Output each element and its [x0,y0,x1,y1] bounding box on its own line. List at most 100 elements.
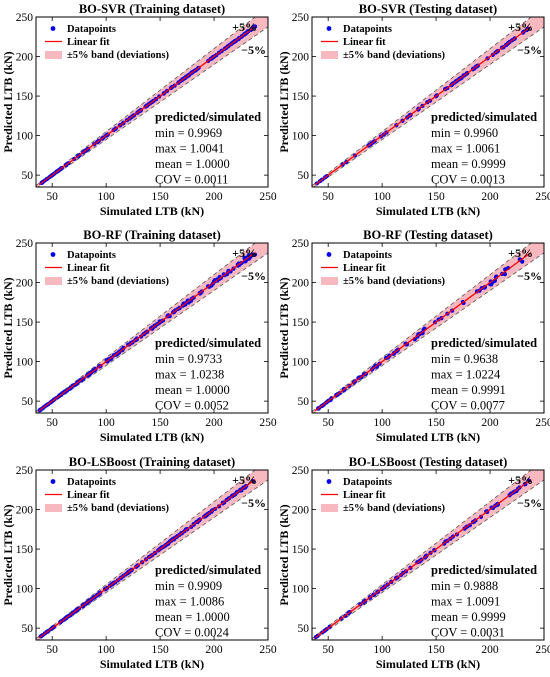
y-tick-label: 100 [292,131,310,143]
stats-line: max = 1.0041 [155,142,224,156]
legend-label-fit: Linear fit [67,263,110,274]
x-tick-label: 200 [481,417,499,429]
x-tick-label: 250 [259,417,277,429]
x-axis-label: Simulated LTB (kN) [100,657,204,671]
legend: Datapoints Linear fit ±5% band (deviations… [45,477,170,514]
y-tick-label: 200 [292,52,310,64]
x-tick-label: 200 [205,644,223,656]
stats-line: min = 0.9909 [155,579,222,593]
y-tick-label: 100 [16,584,34,596]
legend-marker-datapoints [50,252,56,257]
axes-frame [35,469,269,641]
band-lower-line [313,252,544,413]
subplot-5: 50 100 150 200 250 50 100 150 200 250 BO-LSBoost (… [1,455,277,671]
stats-line: mean = 0.9999 [431,157,506,171]
x-tick-label: 150 [427,644,445,656]
y-axis-label: Predicted LTB (kN) [1,504,15,605]
stats-line: mean = 0.9991 [431,383,506,397]
x-axis-label: Simulated LTB (kN) [376,430,480,444]
y-tick-label: 200 [292,278,310,290]
stats-heading: predicted/simulated [431,336,537,350]
stats-line: COV = 0.0024 [155,626,230,640]
x-tick-label: 250 [259,191,277,203]
stats-line: mean = 1.0000 [155,157,230,171]
legend-label-fit: Linear fit [343,263,386,274]
y-tick-label: 100 [16,357,34,369]
stats-line: min = 0.9733 [155,352,222,366]
stats-heading: predicted/simulated [155,336,261,350]
stats-line: mean = 0.9999 [431,610,506,624]
band-label-plus: +5% [508,246,533,260]
legend-label-datapoints: Datapoints [343,24,392,35]
stats-annotation: predicted/simulated min = 0.9733 max = 1.0… [155,336,261,413]
y-tick-label: 200 [16,278,34,290]
y-tick-label: 50 [22,623,34,635]
legend-label-datapoints: Datapoints [343,250,392,261]
legend-label-band: ±5% band (deviations) [67,503,170,514]
band-lower-line [313,479,544,640]
y-tick-label: 150 [16,317,34,329]
chart-title: BO-RF (Testing dataset) [363,228,493,242]
y-axis-label: Predicted LTB (kN) [1,51,15,152]
linear-fit-line [314,478,532,639]
stats-annotation: predicted/simulated min = 0.9960 max = 1.0… [431,110,537,187]
stats-annotation: predicted/simulated min = 0.9638 max = 1.0… [431,336,537,413]
y-tick-label: 200 [16,52,34,64]
stats-annotation: predicted/simulated min = 0.9909 max = 1.0… [155,563,261,640]
y-tick-label: 150 [292,544,310,556]
band-label-plus: +5% [508,20,533,34]
axes-frame [311,242,545,414]
band-label-minus: −5% [241,43,266,57]
stats-line: max = 1.0091 [431,595,500,609]
y-tick-label: 200 [292,505,310,517]
plot-content [312,470,544,640]
stats-heading: predicted/simulated [155,110,261,124]
legend-label-fit: Linear fit [343,37,386,48]
legend-label-band: ±5% band (deviations) [343,503,446,514]
legend-label-datapoints: Datapoints [67,250,116,261]
x-tick-label: 50 [322,191,334,203]
stats-heading: predicted/simulated [155,563,261,577]
subplot-2: 50 100 150 200 250 50 100 150 200 250 BO-SVR (Test… [277,2,550,218]
y-tick-label: 100 [292,357,310,369]
x-tick-label: 200 [481,644,499,656]
legend-marker-band [321,277,338,285]
y-tick-label: 250 [292,465,310,477]
chart-title: BO-SVR (Testing dataset) [359,2,497,16]
y-tick-label: 250 [292,12,310,24]
legend: Datapoints Linear fit ±5% band (deviations… [321,477,446,514]
band-label-plus: +5% [508,473,533,487]
subplot-6: 50 100 150 200 250 50 100 150 200 250 BO-LSBoost (… [277,455,550,671]
y-tick-label: 150 [16,544,34,556]
y-tick-label: 250 [16,238,34,250]
chart-title: BO-RF (Training dataset) [83,228,221,242]
x-tick-label: 200 [205,417,223,429]
legend-label-band: ±5% band (deviations) [67,50,170,61]
legend-label-fit: Linear fit [343,490,386,501]
stats-heading: predicted/simulated [431,110,537,124]
x-tick-label: 100 [98,191,116,203]
y-tick-label: 100 [292,584,310,596]
stats-line: COV = 0.0013 [431,173,505,187]
x-tick-label: 250 [259,644,277,656]
stats-line: COV = 0.0031 [431,626,505,640]
stats-line: COV = 0.0052 [155,399,229,413]
x-tick-label: 250 [535,191,550,203]
x-tick-label: 200 [481,191,499,203]
stats-line: max = 1.0061 [431,142,500,156]
y-tick-label: 100 [16,131,34,143]
y-axis-label: Predicted LTB (kN) [277,277,291,378]
x-tick-label: 250 [535,644,550,656]
legend-marker-datapoints [50,479,56,484]
subplot-1: 50 100 150 200 250 50 100 150 200 250 BO-SVR (Trai… [1,2,277,218]
x-tick-label: 50 [322,644,334,656]
stats-line: COV = 0.0011 [155,173,228,187]
legend-marker-datapoints [326,26,332,31]
legend-marker-datapoints [50,26,56,31]
legend: Datapoints Linear fit ±5% band (deviations… [45,250,170,287]
y-tick-label: 50 [298,396,310,408]
x-tick-label: 100 [98,417,116,429]
y-tick-label: 150 [292,317,310,329]
stats-line: mean = 1.0000 [155,383,230,397]
linear-fit-line [38,25,256,186]
